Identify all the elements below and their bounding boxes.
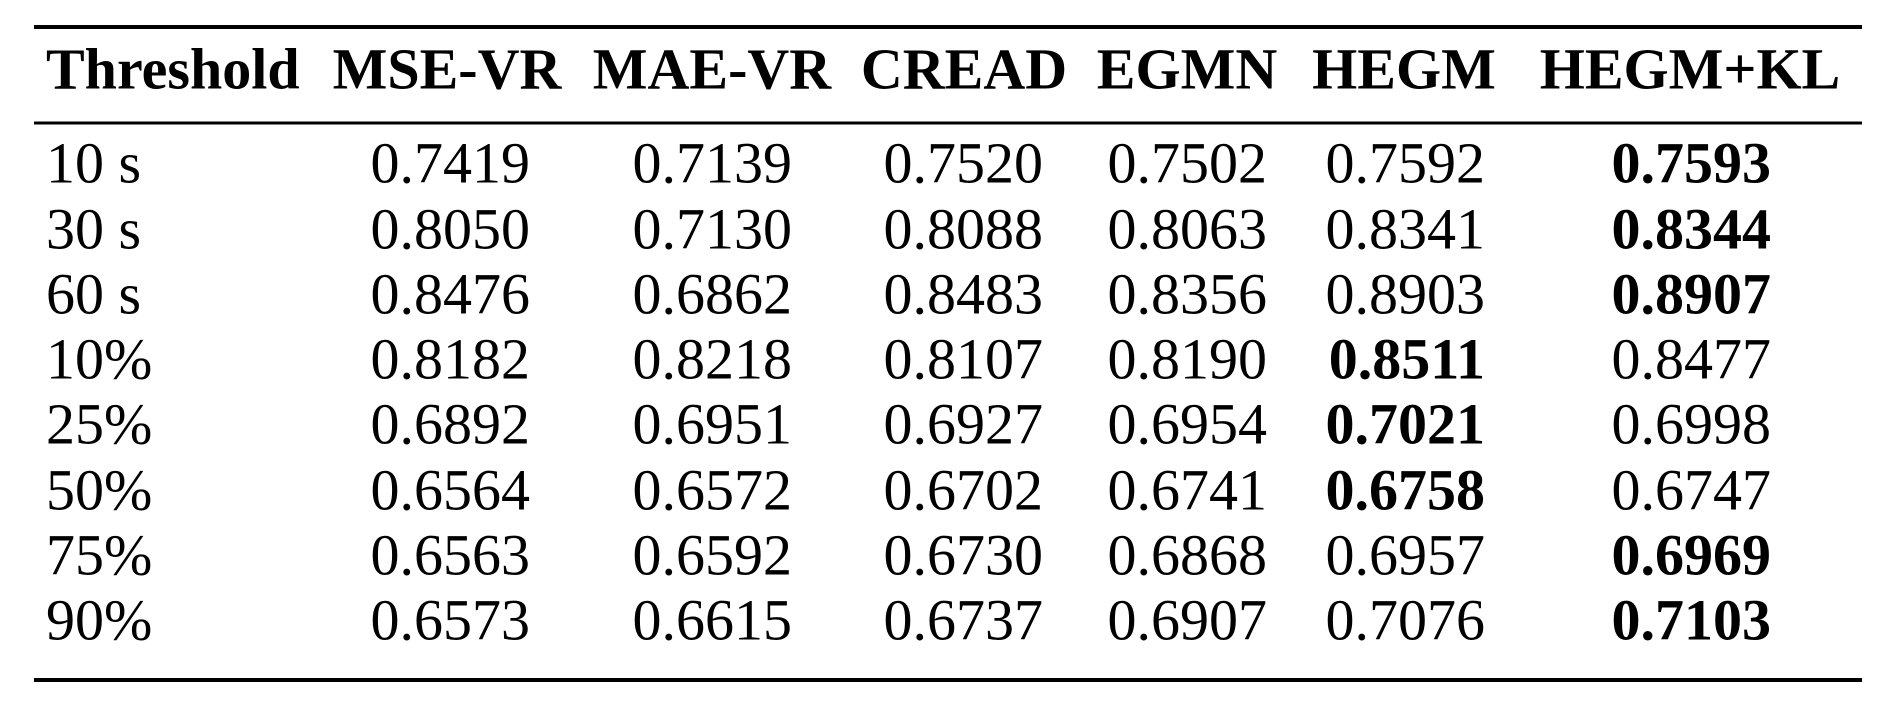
table-cell: 0.7502 bbox=[1108, 130, 1268, 195]
table-cell: 0.8050 bbox=[371, 196, 531, 261]
table-cell: 0.8344 bbox=[1612, 196, 1772, 261]
table-cell: 0.6951 bbox=[633, 391, 793, 456]
row-label: 10% bbox=[46, 326, 152, 391]
table-cell: 0.8477 bbox=[1612, 326, 1772, 391]
table-cell: 0.8903 bbox=[1326, 261, 1486, 326]
table-cell: 0.6741 bbox=[1108, 457, 1268, 522]
table-cell: 0.6592 bbox=[633, 522, 793, 587]
row-label: 90% bbox=[46, 587, 152, 652]
table-cell: 0.6563 bbox=[371, 522, 531, 587]
table-cell: 0.7520 bbox=[884, 130, 1044, 195]
table-cell: 0.6747 bbox=[1612, 457, 1772, 522]
table-cell: 0.7592 bbox=[1326, 130, 1486, 195]
table-cell: 0.8483 bbox=[884, 261, 1044, 326]
row-label: 75% bbox=[46, 522, 152, 587]
table-cell: 0.6564 bbox=[371, 457, 531, 522]
table-cell: 0.7076 bbox=[1326, 587, 1486, 652]
table-cell: 0.6573 bbox=[371, 587, 531, 652]
table-cell: 0.6892 bbox=[371, 391, 531, 456]
table-cell: 0.6862 bbox=[633, 261, 793, 326]
table-cell: 0.8356 bbox=[1108, 261, 1268, 326]
table-cell: 0.8088 bbox=[884, 196, 1044, 261]
row-label: 50% bbox=[46, 457, 152, 522]
table-cell: 0.7593 bbox=[1612, 130, 1772, 195]
table-cell: 0.6730 bbox=[884, 522, 1044, 587]
table-cell: 0.8218 bbox=[633, 326, 793, 391]
table-cell: 0.8476 bbox=[371, 261, 531, 326]
table-cell: 0.6969 bbox=[1612, 522, 1772, 587]
column-header: EGMN bbox=[1097, 36, 1278, 101]
table-cell: 0.8182 bbox=[371, 326, 531, 391]
column-header: Threshold bbox=[46, 36, 300, 101]
table-cell: 0.8511 bbox=[1329, 326, 1485, 391]
table-cell: 0.8107 bbox=[884, 326, 1044, 391]
table-cell: 0.6868 bbox=[1108, 522, 1268, 587]
table-cell: 0.8063 bbox=[1108, 196, 1268, 261]
column-header: CREAD bbox=[861, 36, 1067, 101]
table-cell: 0.6954 bbox=[1108, 391, 1268, 456]
table-cell: 0.7130 bbox=[633, 196, 793, 261]
table-cell: 0.8341 bbox=[1326, 196, 1486, 261]
table-cell: 0.7103 bbox=[1612, 587, 1772, 652]
table-cell: 0.6957 bbox=[1326, 522, 1486, 587]
table-cell: 0.8907 bbox=[1612, 261, 1772, 326]
row-label: 10 s bbox=[46, 130, 141, 195]
table-cell: 0.6998 bbox=[1612, 391, 1772, 456]
table-cell: 0.6758 bbox=[1326, 457, 1486, 522]
table-cell: 0.6927 bbox=[884, 391, 1044, 456]
column-header: MAE-VR bbox=[593, 36, 833, 101]
table-cell: 0.7021 bbox=[1326, 391, 1486, 456]
row-label: 60 s bbox=[46, 261, 141, 326]
table-cell: 0.8190 bbox=[1108, 326, 1268, 391]
table-cell: 0.6615 bbox=[633, 587, 793, 652]
row-label: 30 s bbox=[46, 196, 141, 261]
table-cell: 0.7139 bbox=[633, 130, 793, 195]
column-header: HEGM bbox=[1312, 36, 1496, 101]
column-header: MSE-VR bbox=[333, 36, 563, 101]
column-header: HEGM+KL bbox=[1540, 36, 1841, 101]
table-cell: 0.6572 bbox=[633, 457, 793, 522]
row-label: 25% bbox=[46, 391, 152, 456]
table-cell: 0.6737 bbox=[884, 587, 1044, 652]
table-cell: 0.6702 bbox=[884, 457, 1044, 522]
table-cell: 0.6907 bbox=[1108, 587, 1268, 652]
table-cell: 0.7419 bbox=[371, 130, 531, 195]
